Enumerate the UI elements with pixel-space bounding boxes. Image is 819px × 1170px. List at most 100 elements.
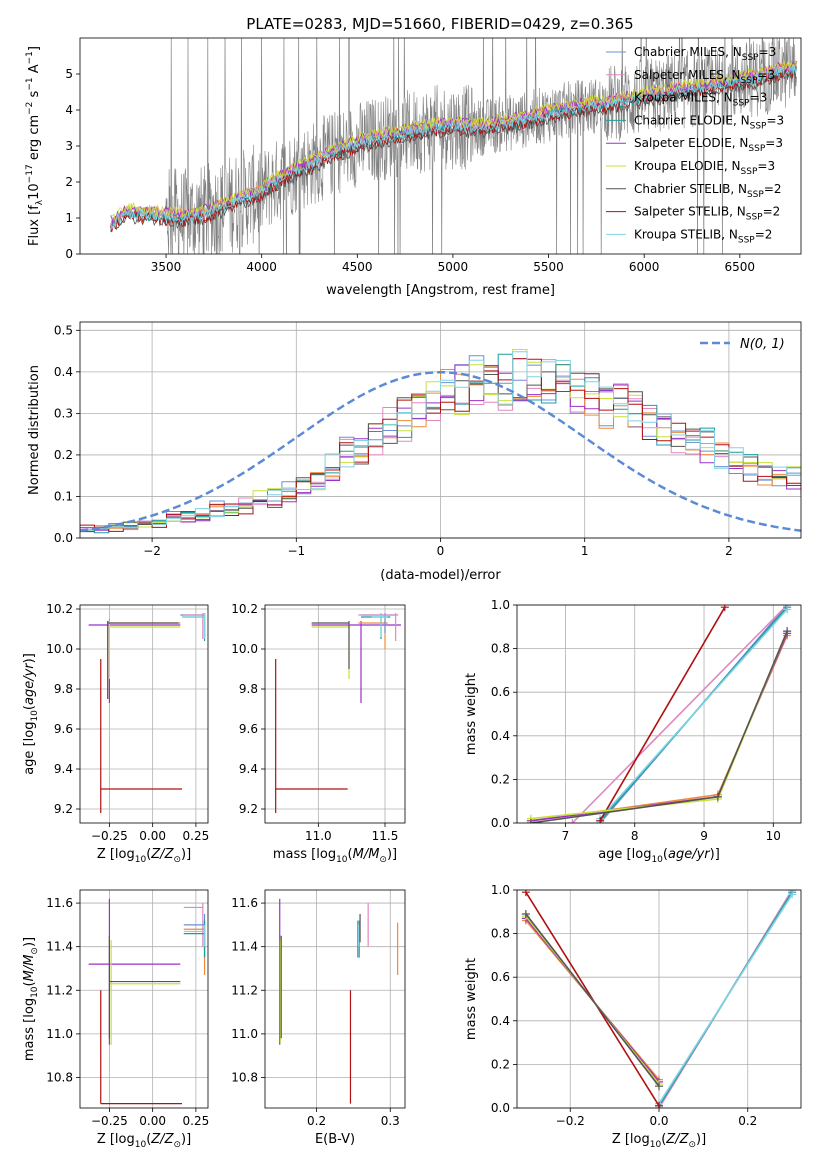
y-tick-label: 0.2 <box>491 772 510 786</box>
legend-entry: N(0, 1) <box>740 337 785 352</box>
plot-area <box>88 898 206 1105</box>
y-tick-label: 3 <box>65 139 73 153</box>
axes-frame <box>79 37 802 255</box>
y-tick-label: 0.6 <box>491 685 510 699</box>
x-tick-label: 4000 <box>246 260 277 274</box>
y-tick-label: 9.8 <box>54 682 73 696</box>
y-tick-label: 11.0 <box>231 1027 258 1041</box>
x-tick-label: 0.00 <box>139 829 166 843</box>
y-tick-label: 11.2 <box>231 983 258 997</box>
legend-entry: Salpeter MILES, NSSP=3 <box>634 68 775 86</box>
x-axis-label: (data-model)/error <box>380 568 501 583</box>
y-tick-label: 9.4 <box>54 762 73 776</box>
model-spectrum-line <box>110 71 797 231</box>
model-spectrum-line <box>110 60 798 223</box>
mass-weight-point <box>655 1101 663 1108</box>
y-tick-label: 0.4 <box>491 1014 510 1028</box>
y-tick-label: 0.0 <box>54 531 73 545</box>
spectrum-panel: 3500 4000 4500 5000 5500 6000 6500 0 1 2 3 4 5 wavele… <box>25 37 802 298</box>
legend-entry: Kroupa ELODIE, NSSP=3 <box>634 159 775 177</box>
mass-weight-vs-z-panel: −0.2 0.0 0.2 0.0 0.2 0.4 0.6 0.8 1.0 Z [log10(Z/Z… <box>464 883 802 1150</box>
y-tick-label: 0.8 <box>491 927 510 941</box>
axes-frame <box>264 604 406 824</box>
y-axis-label: mass weight <box>464 673 479 755</box>
x-tick-label: 0.25 <box>183 1114 210 1128</box>
x-tick-label: 0.2 <box>307 1114 326 1128</box>
mass-weight-point <box>713 792 722 801</box>
x-tick-label: 0.25 <box>183 829 210 843</box>
residual-histogram <box>80 349 801 531</box>
x-axis-label: wavelength [Angstrom, rest frame] <box>326 283 555 298</box>
y-tick-label: 0.3 <box>54 406 73 420</box>
mass-weight-point <box>720 605 729 612</box>
y-axis-label: Normed distribution <box>27 365 42 495</box>
mass-weight-line <box>530 635 788 822</box>
y-tick-label: 1.0 <box>491 883 510 897</box>
y-tick-label: 10.8 <box>231 1070 258 1084</box>
plot-area <box>526 605 792 823</box>
y-tick-label: 4 <box>65 103 73 117</box>
plot-area <box>110 38 798 254</box>
y-axis-label: mass [log10(M/M⊙)] <box>22 937 40 1061</box>
x-tick-label: 0 <box>437 544 445 558</box>
y-tick-label: 0.8 <box>491 642 510 656</box>
legend-entry: Kroupa MILES, NSSP=3 <box>634 91 767 109</box>
legend-entry: Salpeter STELIB, NSSP=2 <box>634 205 780 223</box>
y-axis-label: Flux [fλ10−17 erg cm−2 s−1 A−1] <box>25 46 45 246</box>
y-tick-label: 0 <box>65 247 73 261</box>
mass-weight-line <box>571 605 788 823</box>
y-tick-label: 11.4 <box>231 940 258 954</box>
axes-frame <box>516 604 802 824</box>
mass-weight-point <box>783 605 792 614</box>
y-tick-label: 11.0 <box>46 1027 73 1041</box>
x-axis-label: Z [log10(Z/Z⊙)] <box>97 1132 191 1150</box>
normal-distribution-curve <box>80 371 801 532</box>
axes-frame <box>264 889 406 1109</box>
x-axis-label: Z [log10(Z/Z⊙)] <box>612 1132 706 1150</box>
mass-weight-point <box>655 1082 663 1091</box>
y-tick-label: 0.4 <box>491 729 510 743</box>
mass-weight-point <box>596 816 605 823</box>
y-tick-label: 10.0 <box>46 642 73 656</box>
y-tick-label: 2 <box>65 175 73 189</box>
age-vs-mass-panel: 11.0 11.5 9.2 9.4 9.6 9.8 10.0 10.2 mass [log10(… <box>231 602 406 865</box>
y-tick-label: 11.2 <box>46 983 73 997</box>
y-tick-label: 1.0 <box>491 598 510 612</box>
y-tick-label: 5 <box>65 67 73 81</box>
y-tick-label: 0.0 <box>491 816 510 830</box>
y-tick-label: 11.6 <box>231 896 258 910</box>
plot-area <box>275 613 401 813</box>
mass-weight-line <box>530 632 788 822</box>
x-tick-label: 10 <box>766 829 781 843</box>
mass-weight-point <box>783 627 792 636</box>
legend-entry: Chabrier STELIB, NSSP=2 <box>634 182 782 200</box>
y-tick-label: 10.2 <box>46 602 73 616</box>
x-tick-label: −0.25 <box>91 829 128 843</box>
x-tick-label: 1 <box>581 544 589 558</box>
y-tick-label: 0.0 <box>491 1101 510 1115</box>
x-tick-label: −2 <box>143 544 161 558</box>
y-tick-label: 0.1 <box>54 489 73 503</box>
model-spectrum-line <box>110 65 798 229</box>
mass-weight-line <box>599 606 726 822</box>
x-tick-label: 11.5 <box>372 829 399 843</box>
mass-weight-point <box>521 909 530 918</box>
y-tick-label: 9.4 <box>239 762 258 776</box>
x-tick-label: 0.0 <box>649 1114 668 1128</box>
x-tick-label: 8 <box>631 829 639 843</box>
residuals-panel: −2 −1 0 1 2 0.0 0.1 0.2 0.3 0.4 0.5 (data-model)/er… <box>27 321 802 583</box>
plot-area <box>279 898 399 1104</box>
axes-frame <box>79 321 802 539</box>
y-tick-label: 10.0 <box>231 642 258 656</box>
mass-vs-z-panel: −0.25 0.00 0.25 10.8 11.0 11.2 11.4 11.6 Z [log1… <box>22 889 210 1150</box>
mass-weight-line <box>658 893 793 1105</box>
mass-vs-ebv-panel: 0.2 0.3 10.8 11.0 11.2 11.4 11.6 E(B-V) <box>231 889 406 1147</box>
y-tick-label: 0.2 <box>491 1057 510 1071</box>
y-tick-label: 11.4 <box>46 940 73 954</box>
y-tick-label: 0.4 <box>54 365 73 379</box>
y-tick-label: 9.6 <box>239 722 258 736</box>
legend-entry: Salpeter ELODIE, NSSP=3 <box>634 136 783 154</box>
mass-weight-line <box>530 630 788 823</box>
x-tick-label: −0.2 <box>556 1114 585 1128</box>
